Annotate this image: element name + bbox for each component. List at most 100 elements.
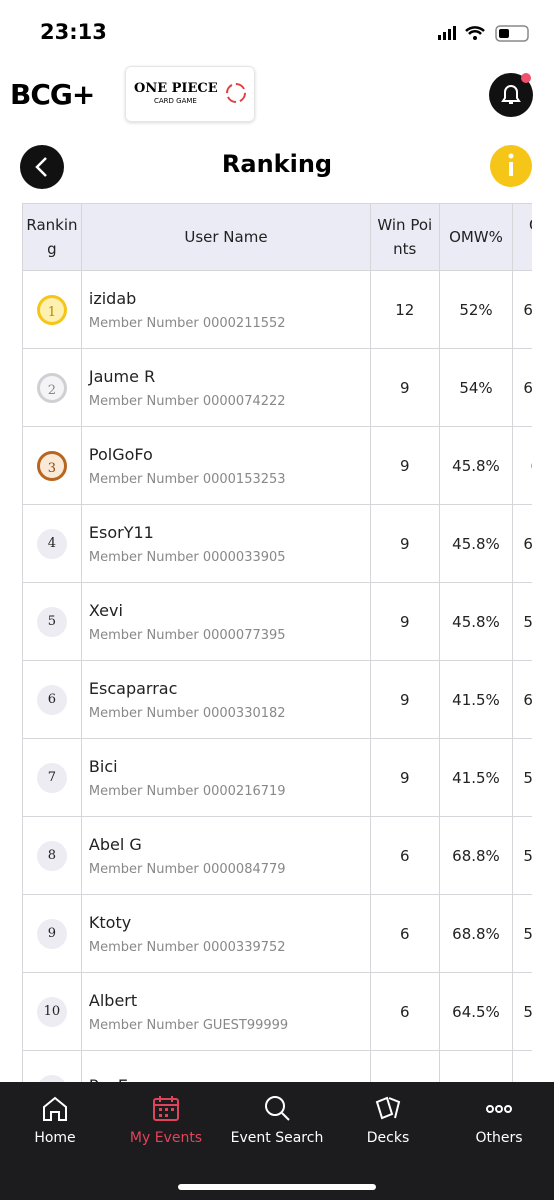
oomw-cell: 52.5% (512, 972, 532, 1051)
user-name: Jaume R (88, 366, 156, 386)
member-number: Member Number 0000211552 (88, 315, 286, 331)
user-name: PouEmo (89, 1076, 369, 1083)
column-header: Ranking (22, 203, 82, 271)
points-cell: 9 (370, 348, 440, 427)
app-logo[interactable]: BCG+ (10, 78, 95, 111)
omw-cell: 64.5% (438, 972, 514, 1051)
oomw-cell: 52.5% (512, 816, 532, 895)
member-number: Member Number 0000330182 (88, 705, 286, 721)
user-cell: Bici Member Number 0000216719 (80, 738, 372, 817)
member-number: Member Number 0000339752 (88, 939, 286, 955)
rank-cell: 2 (22, 348, 82, 427)
user-cell: izidab Member Number 0000211552 (80, 270, 372, 349)
oomw-cell: 60.9% (512, 348, 532, 427)
nav-item[interactable]: Event Search (222, 1082, 332, 1146)
user-cell: Albert Member Number GUEST99999 (80, 972, 372, 1051)
user-name: Ktoty (88, 912, 132, 932)
ranking-row[interactable]: 8 Abel G Member Number 0000084779 668.8%52.… (22, 816, 532, 895)
member-number: Member Number GUEST99999 (88, 1017, 289, 1033)
user-name: Escaparrac (88, 678, 178, 698)
omw-cell: 68.8% (438, 816, 514, 895)
bell-button[interactable] (488, 72, 534, 118)
back-button[interactable] (20, 145, 65, 190)
ranking-row[interactable]: 2 Jaume R Member Number 0000074222 954%60.9… (22, 348, 532, 427)
user-cell: Escaparrac Member Number 0000330182 (80, 660, 372, 739)
rank-badge: 4 (36, 528, 67, 559)
ranking-row[interactable]: 10 Albert Member Number GUEST99999 664.5%52… (22, 972, 532, 1051)
points-cell: 6 (370, 1050, 440, 1083)
nav-icon (43, 1096, 67, 1121)
nav-icon (375, 1096, 401, 1120)
points-cell: 9 (370, 426, 440, 505)
nav-label: Others (475, 1130, 523, 1146)
member-number: Member Number 0000033905 (88, 549, 286, 565)
ranking-row[interactable]: 3 PolGoFo Member Number 0000153253 945.8%62… (22, 426, 532, 505)
rank-cell: 10 (22, 972, 82, 1051)
column-header: OMW% (438, 203, 514, 271)
nav-item[interactable]: My Events (111, 1082, 221, 1146)
nav-label: Home (34, 1130, 76, 1146)
info-button[interactable] (489, 144, 533, 188)
rank-cell: 6 (22, 660, 82, 739)
omw-cell: 45.8% (438, 426, 514, 505)
nav-item[interactable]: Home (0, 1082, 110, 1146)
rank-cell: 9 (22, 894, 82, 973)
user-name: Albert (88, 990, 138, 1010)
user-cell: Jaume R Member Number 0000074222 (80, 348, 372, 427)
omw-cell: 41.5% (438, 660, 514, 739)
rank-badge: 7 (36, 762, 67, 793)
rank-cell: 5 (22, 582, 82, 661)
rank-cell: 1 (22, 270, 82, 349)
nav-item[interactable]: Others (444, 1082, 554, 1146)
oomw-cell: 60.9% (512, 504, 532, 583)
user-name: EsorY11 (88, 522, 154, 542)
rank-cell: 7 (22, 738, 82, 817)
user-cell: Ktoty Member Number 0000339752 (80, 894, 372, 973)
oomw-cell: 49.4% (512, 1050, 532, 1083)
omw-cell: 52% (438, 270, 514, 349)
nav-item[interactable]: Decks (333, 1082, 443, 1146)
points-cell: 9 (370, 582, 440, 661)
nav-icon (153, 1096, 179, 1121)
column-header: User Name (80, 203, 372, 271)
bottom-nav: Home My Events Event Search Decks Others (0, 1082, 554, 1200)
rank-badge: 9 (36, 918, 67, 949)
brand-logo[interactable]: ONE PIECE CARD GAME (125, 66, 255, 122)
rank-cell: 8 (22, 816, 82, 895)
points-cell: 9 (370, 738, 440, 817)
omw-cell: 45.8% (438, 582, 514, 661)
ranking-row[interactable]: 1 izidab Member Number 0000211552 1252%60.8… (22, 270, 532, 349)
points-cell: 9 (370, 504, 440, 583)
member-number: Member Number 0000153253 (88, 471, 286, 487)
rank-badge: 1 (36, 294, 67, 325)
ranking-row[interactable]: 9 Ktoty Member Number 0000339752 668.8%51.6… (22, 894, 532, 973)
points-cell: 6 (370, 894, 440, 973)
oomw-cell: 51.6% (512, 894, 532, 973)
ranking-row[interactable]: 7 Bici Member Number 0000216719 941.5%57.2% (22, 738, 532, 817)
member-number: Member Number 0000077395 (88, 627, 286, 643)
ranking-row[interactable]: 6 Escaparrac Member Number 0000330182 9 41.5… (22, 660, 532, 739)
oomw-cell: 62% (512, 426, 532, 505)
user-cell: Abel G Member Number 0000084779 (80, 816, 372, 895)
oomw-cell: 64.5% (512, 660, 532, 739)
ranking-row[interactable]: 4 EsorY11 Member Number 0000033905 945.8%60… (22, 504, 532, 583)
member-number: Member Number 0000216719 (88, 783, 286, 799)
rank-cell: 4 (22, 504, 82, 583)
nav-label: Event Search (230, 1130, 324, 1146)
points-cell: 12 (370, 270, 440, 349)
ranking-row[interactable]: 11 PouEmo660.3%49.4% (22, 1050, 532, 1083)
user-cell: Xevi Member Number 0000077395 (80, 582, 372, 661)
omw-cell: 60.3% (438, 1050, 514, 1083)
ranking-row[interactable]: 5 Xevi Member Number 0000077395 945.8%55.7% (22, 582, 532, 661)
brand-icon (226, 83, 246, 103)
rank-badge: 2 (36, 372, 67, 403)
brand-sub: CARD GAME (154, 97, 197, 105)
nav-icon (265, 1096, 290, 1121)
member-number: Member Number 0000084779 (88, 861, 286, 877)
user-cell: PolGoFo Member Number 0000153253 (80, 426, 372, 505)
table-body: 1 izidab Member Number 0000211552 1252%60.8… (22, 270, 532, 1083)
user-cell: PouEmo (80, 1050, 372, 1083)
